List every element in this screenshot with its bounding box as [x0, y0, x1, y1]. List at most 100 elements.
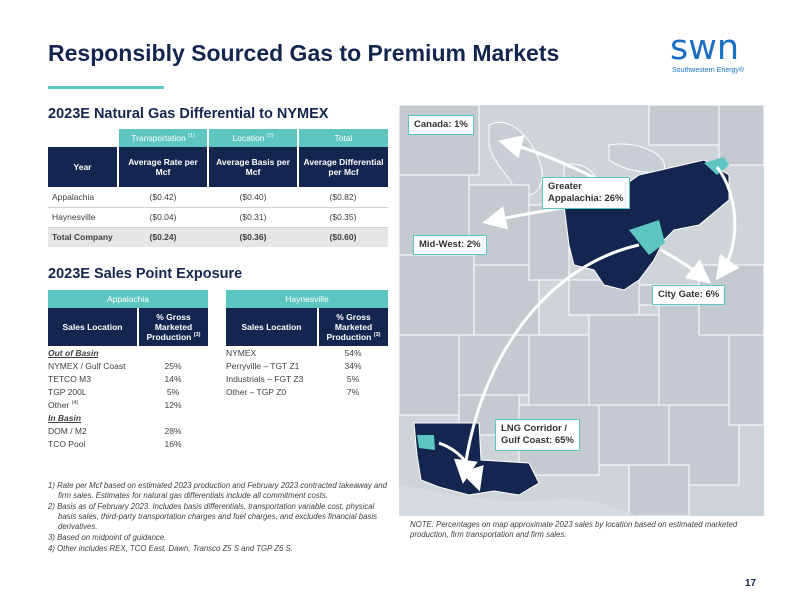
- callout-line: Appalachia: 26%: [548, 193, 624, 204]
- total-label: Total Company: [48, 227, 118, 247]
- row-rate: ($0.04): [118, 207, 208, 228]
- item-label: Other (4): [48, 399, 79, 410]
- callout-city-gate: City Gate: 6%: [652, 285, 726, 305]
- list-item: Other – TGP Z0 7%: [226, 385, 388, 398]
- row-basis: ($0.31): [208, 207, 298, 228]
- map-note: NOTE: Percentages on map approximate 202…: [410, 520, 738, 539]
- list-item: Perryville – TGT Z1 34%: [226, 359, 388, 372]
- callout-lng-corridor: LNG Corridor / Gulf Coast: 65%: [495, 419, 580, 451]
- col-header-sales-location: Sales Location: [48, 308, 138, 346]
- footnote: 4) Other includes REX, TCO East, Dawn, T…: [48, 544, 293, 553]
- flow-arrows: [438, 135, 740, 492]
- item-label: TCO Pool: [48, 438, 86, 449]
- item-label: TGP 200L: [48, 386, 87, 397]
- haynesville-title: Haynesville: [226, 290, 388, 308]
- item-value: 5%: [166, 386, 180, 397]
- list-item: NYMEX / Gulf Coast 25%: [48, 359, 208, 372]
- company-logo: swn Southwestern Energy®: [668, 30, 764, 80]
- haynesville-table: Haynesville Sales Location % Gross Marke…: [226, 290, 388, 398]
- arrow-lng-corridor: [453, 243, 640, 484]
- item-label: Perryville – TGT Z1: [226, 360, 300, 371]
- footnotes: 1) Rate per Mcf based on estimated 2023 …: [48, 481, 393, 555]
- in-basin-heading: In Basin: [48, 412, 82, 423]
- item-value: 14%: [164, 373, 182, 384]
- row-rate: ($0.42): [118, 187, 208, 208]
- callout-line: Greater: [548, 181, 582, 192]
- col-header-year: Year: [48, 147, 118, 187]
- page-number: 17: [745, 578, 757, 589]
- callout-line: Gulf Coast: 65%: [501, 435, 574, 446]
- callout-canada: Canada: 1%: [408, 115, 474, 135]
- title-underline: [48, 86, 164, 89]
- item-value: 25%: [164, 360, 182, 371]
- callout-line: LNG Corridor /: [501, 423, 567, 434]
- list-item: Industrials – FGT Z3 5%: [226, 372, 388, 385]
- total-basis: ($0.36): [208, 227, 298, 247]
- col-header-sales-location: Sales Location: [226, 308, 318, 346]
- item-value: 54%: [344, 347, 362, 358]
- appalachia-highlight-sw: [629, 220, 665, 255]
- item-label: TETCO M3: [48, 373, 91, 384]
- table-row: Appalachia ($0.42) ($0.40) ($0.82): [48, 187, 388, 208]
- item-label: NYMEX / Gulf Coast: [48, 360, 126, 371]
- row-diff: ($0.35): [298, 207, 388, 228]
- col-header-avg-diff: Average Differential per Mcf: [297, 147, 388, 187]
- list-item: NYMEX 54%: [226, 346, 388, 359]
- col-header-avg-basis: Average Basis per Mcf: [207, 147, 298, 187]
- state-outlines: [399, 105, 764, 516]
- footnote: 3) Based on midpoint of guidance.: [48, 533, 167, 542]
- haynesville-highlight: [417, 435, 435, 450]
- group-header-location: Location (2): [207, 129, 298, 147]
- table-row: Haynesville ($0.04) ($0.31) ($0.35): [48, 207, 388, 228]
- row-label: Appalachia: [48, 187, 118, 208]
- item-value: 12%: [164, 399, 182, 410]
- header-blank: [48, 129, 118, 147]
- footnote: 2) Basis as of February 2023. Includes b…: [48, 502, 377, 531]
- row-diff: ($0.82): [298, 187, 388, 208]
- item-value: 28%: [164, 425, 182, 436]
- arrow-city-gate-east: [715, 166, 740, 281]
- exposure-section-title: 2023E Sales Point Exposure: [48, 266, 243, 282]
- us-gas-map: Canada: 1% Greater Appalachia: 26% Mid-W…: [399, 105, 764, 516]
- item-value: 5%: [346, 373, 360, 384]
- list-item: TETCO M3 14%: [48, 372, 208, 385]
- appalachia-title: Appalachia: [48, 290, 208, 308]
- item-label: DOM / M2: [48, 425, 87, 436]
- logo-wordmark: swn: [670, 28, 740, 68]
- arrow-city-gate-west: [660, 248, 712, 284]
- map-graphic: [399, 105, 764, 516]
- callout-midwest: Mid-West: 2%: [413, 235, 487, 255]
- arrow-canada: [498, 135, 600, 182]
- callout-greater-appalachia: Greater Appalachia: 26%: [542, 177, 630, 209]
- item-label: Industrials – FGT Z3: [226, 373, 304, 384]
- row-label: Haynesville: [48, 207, 118, 228]
- col-header-pct-gross: % Gross Marketed Production (3): [317, 308, 388, 346]
- gulf-water: [399, 485, 639, 516]
- appalachia-highlight-ne: [704, 157, 729, 175]
- differential-section-title: 2023E Natural Gas Differential to NYMEX: [48, 106, 329, 122]
- total-diff: ($0.60): [298, 227, 388, 247]
- arrow-haynesville-gulf: [438, 441, 484, 492]
- item-label: Other – TGP Z0: [226, 386, 287, 397]
- item-value: 7%: [346, 386, 360, 397]
- list-item: TGP 200L 5%: [48, 385, 208, 398]
- item-label: NYMEX: [226, 347, 257, 358]
- group-header-transportation: Transportation (1): [117, 129, 208, 147]
- item-value: 34%: [344, 360, 362, 371]
- row-basis: ($0.40): [208, 187, 298, 208]
- total-rate: ($0.24): [118, 227, 208, 247]
- differential-table: Transportation (1) Location (2) Total Ye…: [48, 129, 388, 247]
- footnote: 1) Rate per Mcf based on estimated 2023 …: [48, 481, 387, 500]
- appalachia-table: Appalachia Sales Location % Gross Market…: [48, 290, 208, 450]
- list-item: Other (4) 12%: [48, 398, 208, 411]
- group-header-total: Total: [297, 129, 388, 147]
- list-item: TCO Pool 16%: [48, 437, 208, 450]
- list-item: DOM / M2 28%: [48, 424, 208, 437]
- page-title: Responsibly Sourced Gas to Premium Marke…: [48, 40, 560, 66]
- col-header-pct-gross: % Gross Marketed Production (3): [137, 308, 208, 346]
- item-value: 16%: [164, 438, 182, 449]
- logo-tagline: Southwestern Energy®: [672, 67, 745, 74]
- total-row: Total Company ($0.24) ($0.36) ($0.60): [48, 227, 388, 247]
- col-header-avg-rate: Average Rate per Mcf: [117, 147, 208, 187]
- out-of-basin-heading: Out of Basin: [48, 347, 99, 358]
